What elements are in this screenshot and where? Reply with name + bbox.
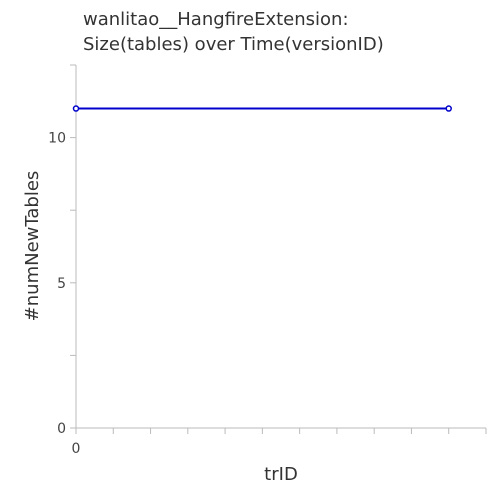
y-tick-label: 5 (57, 276, 66, 292)
y-tick-label: 0 (57, 421, 66, 437)
axes (75, 65, 486, 429)
x-tick-label: 0 (72, 441, 81, 457)
x-ticks (75, 428, 487, 434)
x-axis-label: trID (264, 464, 298, 485)
series-layer (72, 105, 452, 112)
chart-title-line-1: wanlitao__HangfireExtension: (83, 9, 349, 30)
x-tick-labels: 0 (72, 441, 81, 457)
y-ticks (70, 64, 76, 429)
data-point (72, 105, 80, 112)
chart-title-line-2: Size(tables) over Time(versionID) (83, 34, 384, 55)
y-tick-labels: 0 5 10 (48, 131, 66, 437)
data-point (445, 105, 452, 112)
y-axis-label: #numNewTables (22, 171, 43, 322)
y-tick-label: 10 (48, 131, 66, 147)
